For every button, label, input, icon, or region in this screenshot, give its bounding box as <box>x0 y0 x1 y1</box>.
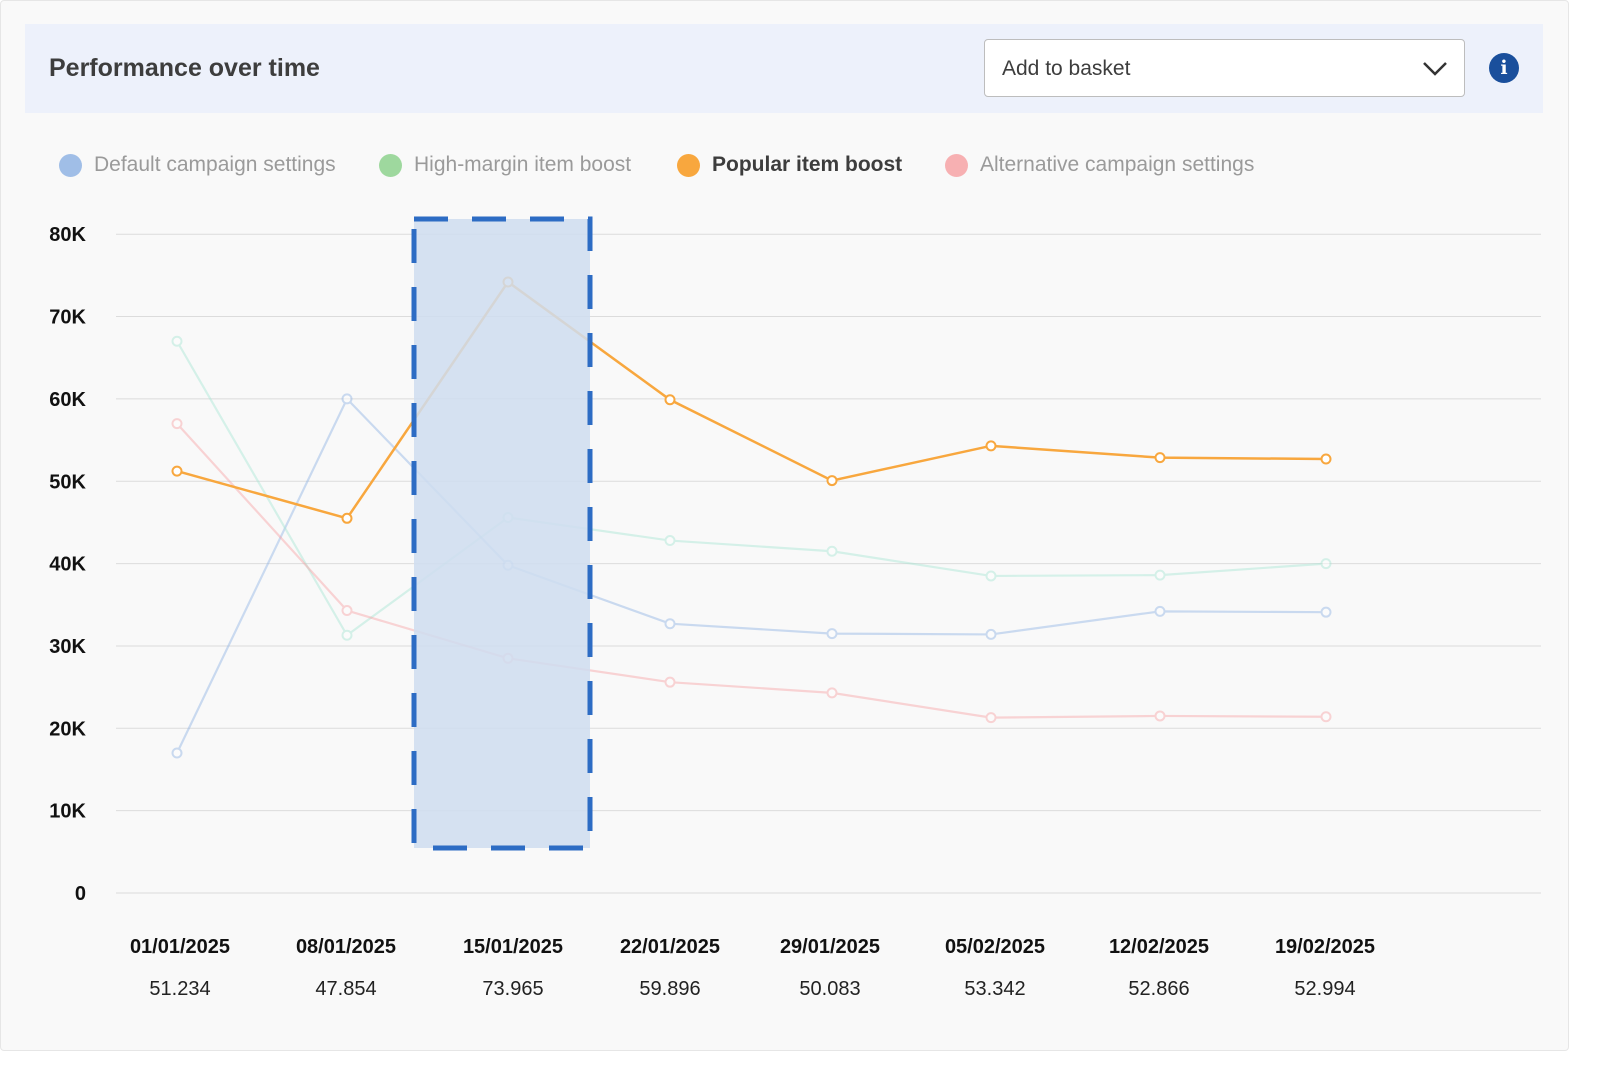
data-point[interactable] <box>171 465 183 477</box>
data-point[interactable] <box>826 628 838 640</box>
x-tick: 12/02/2025 52.866 <box>1079 936 1239 1001</box>
data-point[interactable] <box>985 628 997 640</box>
y-tick-label: 80K <box>49 224 86 246</box>
data-point[interactable] <box>664 394 676 406</box>
y-tick-label: 30K <box>49 636 86 658</box>
data-point[interactable] <box>664 618 676 630</box>
x-tick-value: 51.234 <box>149 978 211 1000</box>
x-tick-label: 19/02/2025 <box>1274 936 1376 958</box>
x-tick: 05/02/2025 53.342 <box>915 936 1075 1001</box>
data-point[interactable] <box>341 393 353 405</box>
data-point[interactable] <box>171 418 183 430</box>
x-tick-value: 52.866 <box>1128 978 1190 1000</box>
data-point[interactable] <box>171 747 183 759</box>
data-point[interactable] <box>1154 605 1166 617</box>
legend-swatch <box>677 153 700 177</box>
legend-swatch <box>379 153 402 177</box>
y-tick-label: 60K <box>49 389 86 411</box>
metric-select-value: Add to basket <box>1002 57 1131 80</box>
series-alternative-campaign-settings[interactable] <box>171 418 1332 724</box>
x-tick-label: 12/02/2025 <box>1108 936 1210 958</box>
legend-item[interactable]: Popular item boost <box>677 150 902 180</box>
y-tick-label: 70K <box>49 307 86 329</box>
data-point[interactable] <box>341 512 353 524</box>
data-point[interactable] <box>1154 452 1166 464</box>
page-title: Performance over time <box>49 54 320 82</box>
x-tick: 22/01/2025 59.896 <box>590 936 750 1001</box>
data-point[interactable] <box>826 475 838 487</box>
x-tick: 01/01/2025 51.234 <box>100 936 260 1001</box>
data-point[interactable] <box>341 629 353 641</box>
data-point[interactable] <box>664 676 676 688</box>
data-point[interactable] <box>171 335 183 347</box>
series-high-margin-item-boost[interactable] <box>171 335 1332 641</box>
series-line <box>176 397 1327 754</box>
metric-select[interactable]: Add to basket <box>984 39 1465 97</box>
x-tick: 29/01/2025 50.083 <box>750 936 910 1001</box>
data-point[interactable] <box>985 712 997 724</box>
x-tick-label: 08/01/2025 <box>295 936 397 958</box>
x-tick: 15/01/2025 73.965 <box>433 936 593 1001</box>
x-tick-value: 47.854 <box>315 978 377 1000</box>
performance-card: Performance over time Add to basket i <box>0 0 1569 1051</box>
legend-label: Alternative campaign settings <box>980 153 1255 176</box>
data-point[interactable] <box>1320 558 1332 570</box>
data-point[interactable] <box>826 687 838 699</box>
legend-label: Default campaign settings <box>94 153 336 176</box>
legend-item[interactable]: Default campaign settings <box>59 150 336 180</box>
legend-label: Popular item boost <box>712 153 903 176</box>
x-tick-label: 15/01/2025 <box>462 936 564 958</box>
data-point[interactable] <box>664 535 676 547</box>
data-point[interactable] <box>1320 711 1332 723</box>
x-tick-label: 22/01/2025 <box>619 936 721 958</box>
legend-swatch <box>59 153 82 177</box>
data-point[interactable] <box>1154 710 1166 722</box>
chevron-down-icon <box>1423 62 1447 76</box>
legend-label: High-margin item boost <box>414 153 632 176</box>
y-tick-label: 0 <box>75 883 86 905</box>
y-tick-label: 10K <box>49 801 86 823</box>
data-point[interactable] <box>341 605 353 617</box>
data-point[interactable] <box>1320 606 1332 618</box>
data-point[interactable] <box>1154 569 1166 581</box>
card-header: Performance over time Add to basket i <box>25 24 1543 113</box>
data-point[interactable] <box>826 545 838 557</box>
legend-swatch <box>945 153 968 177</box>
x-tick-label: 29/01/2025 <box>779 936 881 958</box>
x-tick: 19/02/2025 52.994 <box>1245 936 1405 1001</box>
legend-item[interactable]: High-margin item boost <box>379 150 631 180</box>
info-icon[interactable]: i <box>1489 53 1519 83</box>
legend-item[interactable]: Alternative campaign settings <box>945 150 1254 180</box>
x-tick-value: 53.342 <box>964 978 1026 1000</box>
y-tick-label: 20K <box>49 718 86 740</box>
data-point[interactable] <box>985 570 997 582</box>
series-line <box>176 280 1327 520</box>
highlight-selection[interactable] <box>411 216 593 851</box>
x-tick-value: 52.994 <box>1294 978 1356 1000</box>
x-tick-value: 59.896 <box>639 978 701 1000</box>
x-tick-value: 50.083 <box>799 978 861 1000</box>
x-tick-value: 73.965 <box>482 978 544 1000</box>
series-line <box>176 340 1327 637</box>
x-tick: 08/01/2025 47.854 <box>266 936 426 1001</box>
series-line <box>176 422 1327 719</box>
y-tick-label: 40K <box>49 554 86 576</box>
y-tick-label: 50K <box>49 471 86 493</box>
data-point[interactable] <box>985 440 997 452</box>
data-point[interactable] <box>1320 453 1332 465</box>
x-tick-label: 05/02/2025 <box>944 936 1046 958</box>
x-tick-label: 01/01/2025 <box>129 936 231 958</box>
